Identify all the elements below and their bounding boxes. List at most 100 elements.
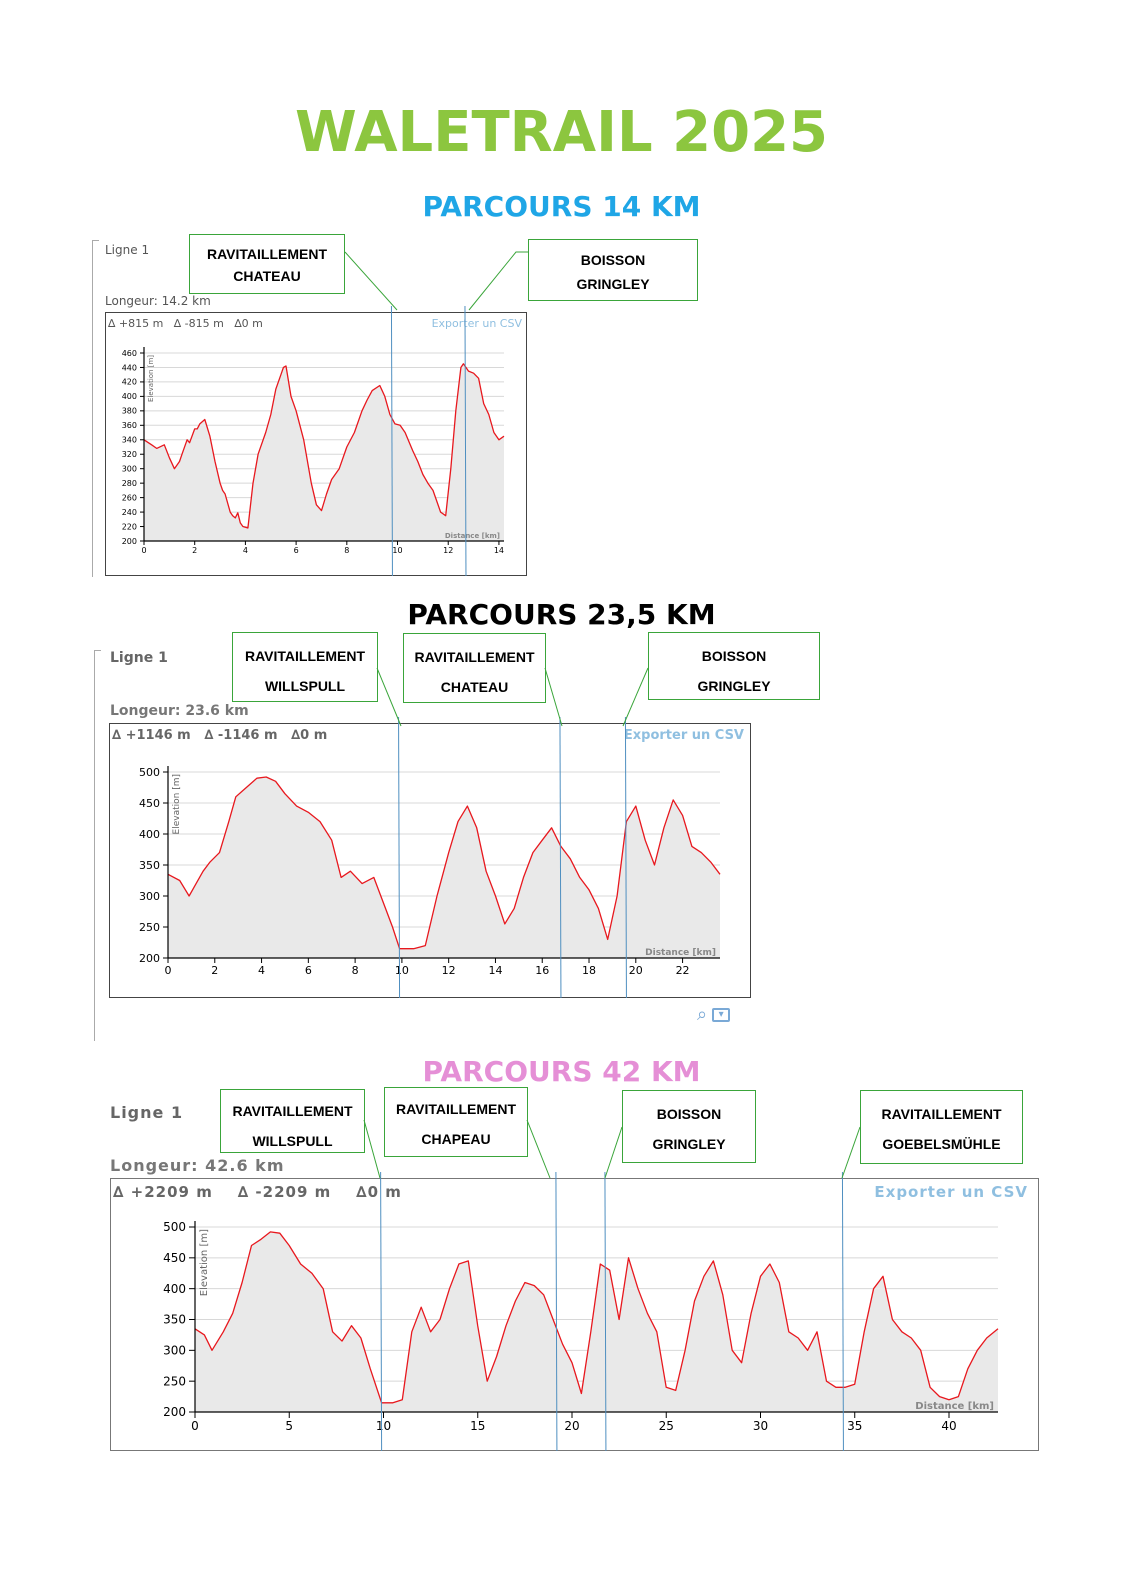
chart-tools: ⌕ ▾ (697, 1004, 731, 1025)
x-tick-label: 2 (192, 546, 197, 555)
course-23-heading: PARCOURS 23,5 KM (407, 598, 716, 631)
y-tick-label: 200 (122, 537, 137, 546)
line-label: Ligne 1 (110, 1103, 184, 1122)
callout-boisson-gringley: BOISSON GRINGLEY (622, 1090, 756, 1163)
line-label: Ligne 1 (105, 243, 150, 257)
y-tick-label: 350 (139, 859, 160, 872)
x-tick-label: 25 (659, 1419, 674, 1433)
y-axis-label: Elevation [m] (172, 774, 182, 834)
callout-line2: CHAPEAU (421, 1131, 491, 1147)
callout-line1: RAVITAILLEMENT (232, 1103, 353, 1119)
x-tick-label: 16 (535, 964, 549, 977)
x-tick-label: 0 (141, 546, 146, 555)
x-tick-label: 6 (305, 964, 312, 977)
x-tick-label: 0 (165, 964, 172, 977)
elevation-chart-23km: ∆ +1146 m ∆ -1146 m ∆0 m Exporter un CSV… (109, 723, 751, 998)
callout-connector (544, 667, 563, 727)
x-tick-label: 14 (494, 546, 504, 555)
zoom-icon[interactable]: ⌕ (697, 1004, 708, 1024)
callout-line1: BOISSON (701, 648, 767, 664)
ascent-stat: ∆ +2209 m (113, 1183, 213, 1201)
callout-line2: CHATEAU (440, 679, 509, 695)
descent-stat: ∆ -1146 m (204, 728, 278, 743)
x-tick-label: 4 (243, 546, 248, 555)
x-tick-label: 40 (941, 1419, 956, 1433)
callout-line2: GRINGLEY (697, 678, 771, 694)
y-tick-label: 350 (163, 1313, 186, 1327)
download-icon[interactable]: ▾ (712, 1008, 731, 1023)
elevation-area (144, 363, 504, 541)
length-label: Longeur: 42.6 km (110, 1156, 285, 1175)
elevation-chart-42km: ∆ +2209 m ∆ -2209 m ∆0 m Exporter un CSV… (110, 1178, 1039, 1451)
x-tick-label: 0 (191, 1419, 199, 1433)
x-tick-label: 14 (488, 964, 502, 977)
callout-connector (376, 667, 402, 727)
callout-line1: RAVITAILLEMENT (206, 246, 328, 262)
y-tick-label: 400 (139, 828, 160, 841)
x-axis-label: Distance [km] (915, 1401, 994, 1412)
x-tick-label: 4 (258, 964, 265, 977)
elevation-area (195, 1231, 998, 1412)
y-tick-label: 240 (122, 508, 137, 517)
x-tick-label: 10 (392, 546, 402, 555)
callout-line2: GOEBELSMÜHLE (882, 1136, 1001, 1152)
delta-stat: ∆0 m (291, 728, 328, 743)
y-tick-label: 260 (122, 493, 137, 502)
callout-ravitaillement-chapeau: RAVITAILLEMENT CHAPEAU (384, 1087, 528, 1157)
callout-connector (841, 1126, 861, 1179)
y-tick-label: 400 (163, 1282, 186, 1296)
export-csv-link[interactable]: Exporter un CSV (431, 317, 522, 330)
callout-connector (526, 1119, 551, 1179)
y-tick-label: 340 (122, 436, 137, 445)
elevation-line (143, 363, 505, 529)
callout-line1: RAVITAILLEMENT (881, 1106, 1002, 1122)
elevation-line (194, 1231, 999, 1404)
x-tick-label: 30 (753, 1419, 768, 1433)
elevation-profile-svg: 200 250 300 350 400 450 500 0 5 10 15 20 25 30 35 40 Ele… (163, 1220, 999, 1433)
y-tick-label: 500 (139, 766, 160, 779)
y-tick-label: 400 (122, 392, 137, 401)
x-tick-label: 5 (285, 1419, 293, 1433)
export-csv-link[interactable]: Exporter un CSV (623, 728, 744, 743)
elevation-area (168, 777, 720, 958)
x-tick-label: 2 (211, 964, 218, 977)
y-tick-label: 200 (163, 1405, 186, 1419)
elevation-profile-svg: 200 250 300 350 400 450 500 0 2 4 6 8 10 12 14 16 18 20 22… (139, 766, 721, 977)
y-tick-label: 250 (163, 1374, 186, 1388)
delta-stat: ∆0 m (356, 1183, 402, 1201)
y-tick-label: 250 (139, 921, 160, 934)
y-tick-label: 450 (139, 797, 160, 810)
callout-ravitaillement-chateau: RAVITAILLEMENT CHATEAU (403, 633, 546, 703)
elevation-chart-14km: ∆ +815 m ∆ -815 m ∆0 m Exporter un CSV 2… (105, 312, 527, 576)
callout-line1: BOISSON (656, 1106, 722, 1122)
callout-line2: GRINGLEY (576, 276, 650, 292)
callout-connector (622, 667, 649, 727)
callout-connector (363, 1119, 381, 1179)
callout-connector (468, 251, 528, 311)
y-tick-label: 300 (163, 1344, 186, 1358)
export-csv-link[interactable]: Exporter un CSV (874, 1183, 1028, 1201)
panel-bracket (92, 240, 99, 577)
callout-ravitaillement-goebelsmuhle: RAVITAILLEMENT GOEBELSMÜHLE (860, 1090, 1023, 1164)
callout-ravitaillement-willspull: RAVITAILLEMENT WILLSPULL (220, 1089, 365, 1153)
callout-line2: WILLSPULL (252, 1133, 333, 1149)
x-tick-label: 20 (564, 1419, 579, 1433)
callout-line1: RAVITAILLEMENT (414, 649, 535, 665)
x-tick-label: 15 (470, 1419, 485, 1433)
y-tick-label: 380 (122, 407, 137, 416)
y-tick-label: 440 (122, 363, 137, 372)
x-tick-label: 10 (376, 1419, 391, 1433)
callout-line1: RAVITAILLEMENT (395, 1101, 517, 1117)
x-axis-label: Distance [km] (445, 532, 500, 540)
x-tick-label: 35 (847, 1419, 862, 1433)
elevation-line (167, 776, 721, 950)
callout-ravitaillement-chateau: RAVITAILLEMENT CHATEAU (189, 234, 345, 294)
callout-boisson-gringley: BOISSON GRINGLEY (648, 632, 820, 700)
x-tick-label: 6 (294, 546, 299, 555)
y-tick-label: 320 (122, 450, 137, 459)
descent-stat: ∆ -815 m (173, 317, 224, 330)
ascent-stat: ∆ +815 m (108, 317, 164, 330)
y-tick-label: 360 (122, 421, 137, 430)
x-tick-label: 18 (582, 964, 596, 977)
y-tick-label: 220 (122, 522, 137, 531)
